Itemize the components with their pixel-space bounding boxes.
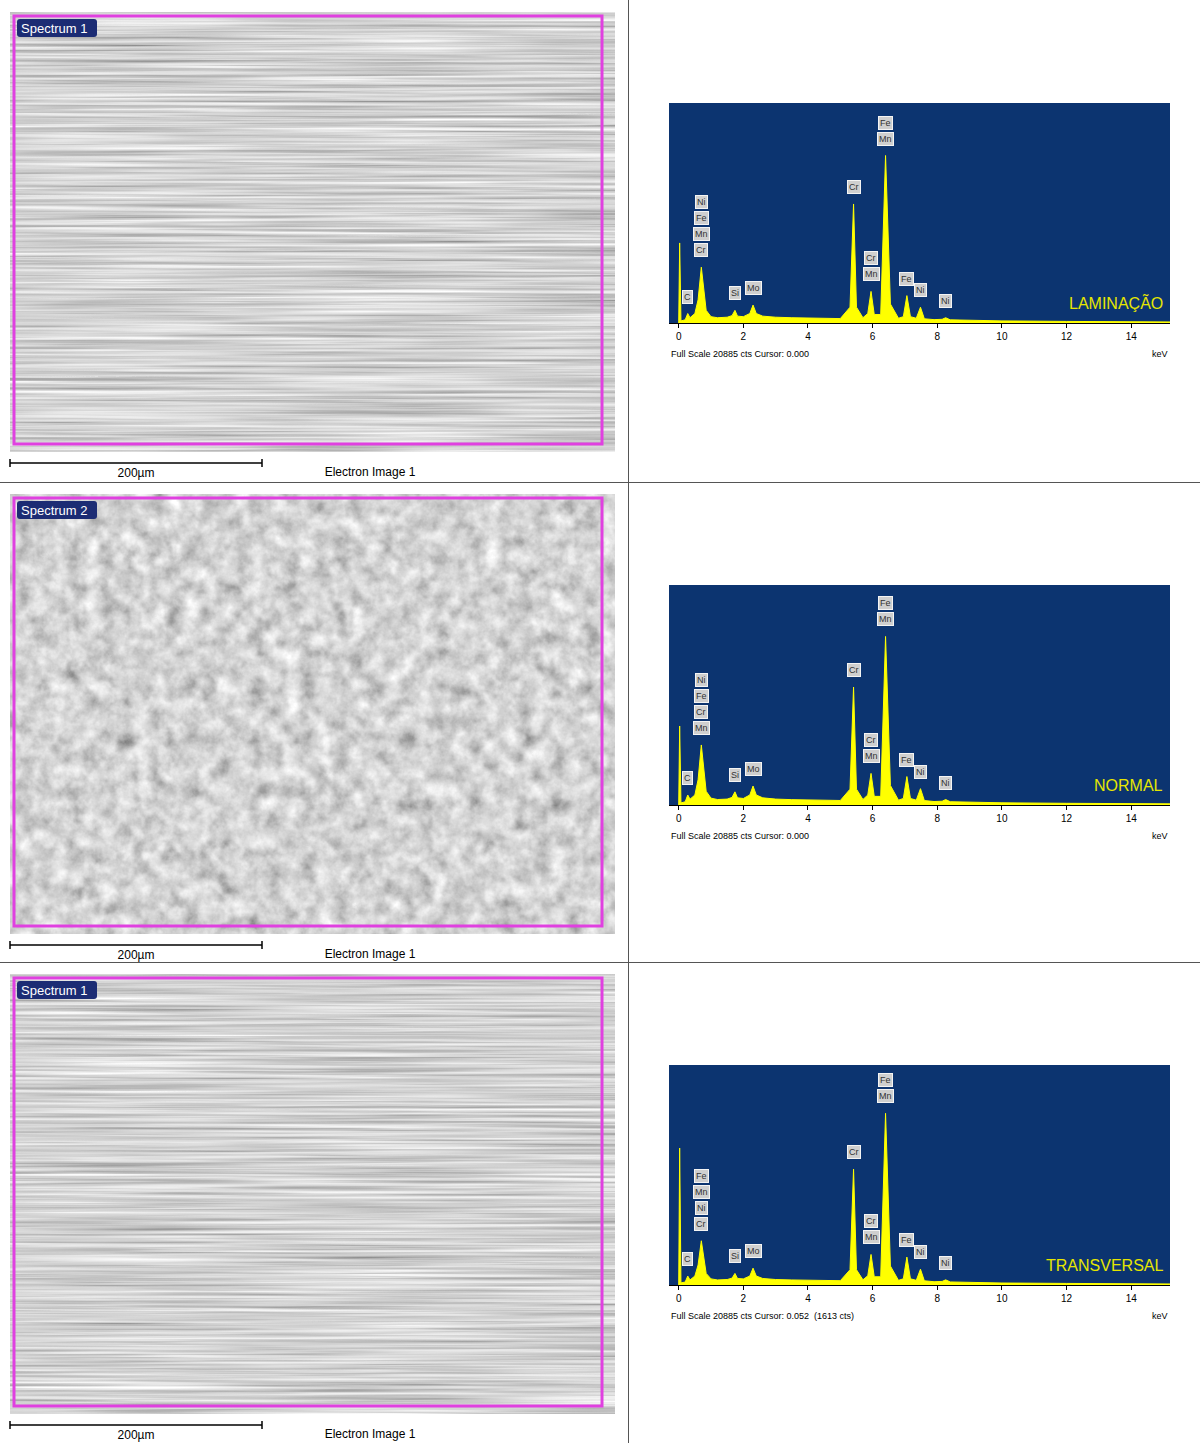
svg-text:6: 6 [870, 1293, 876, 1304]
svg-text:2: 2 [741, 331, 747, 342]
svg-text:Full Scale 20885 cts Cursor: 0: Full Scale 20885 cts Cursor: 0.000 [671, 831, 809, 841]
svg-text:keV: keV [1152, 831, 1168, 841]
svg-text:Cr: Cr [696, 707, 706, 717]
svg-text:0: 0 [676, 813, 682, 824]
svg-text:10: 10 [996, 331, 1008, 342]
svg-text:6: 6 [870, 331, 876, 342]
svg-text:keV: keV [1152, 1311, 1168, 1321]
svg-text:Si: Si [731, 1251, 739, 1261]
svg-text:Mn: Mn [879, 134, 892, 144]
svg-text:Fe: Fe [880, 118, 891, 128]
svg-text:Cr: Cr [866, 1216, 876, 1226]
svg-text:keV: keV [1152, 349, 1168, 359]
svg-text:Mn: Mn [695, 1187, 708, 1197]
svg-text:0: 0 [676, 331, 682, 342]
svg-text:14: 14 [1126, 813, 1138, 824]
svg-text:Ni: Ni [941, 778, 950, 788]
svg-text:Mo: Mo [747, 764, 760, 774]
svg-text:Mo: Mo [747, 1246, 760, 1256]
svg-text:Fe: Fe [901, 755, 912, 765]
svg-text:Cr: Cr [849, 182, 859, 192]
svg-text:Ni: Ni [916, 767, 925, 777]
svg-text:Cr: Cr [866, 735, 876, 745]
svg-text:Electron Image 1: Electron Image 1 [325, 947, 416, 961]
svg-text:200µm: 200µm [118, 1428, 155, 1442]
svg-text:Fe: Fe [696, 691, 707, 701]
svg-text:Full Scale 20885 cts Cursor: 0: Full Scale 20885 cts Cursor: 0.000 [671, 349, 809, 359]
svg-text:4: 4 [805, 331, 811, 342]
svg-text:8: 8 [934, 331, 940, 342]
svg-text:200µm: 200µm [118, 948, 155, 962]
svg-text:Ni: Ni [941, 1258, 950, 1268]
svg-text:8: 8 [934, 1293, 940, 1304]
svg-text:Cr: Cr [696, 1219, 706, 1229]
svg-text:2: 2 [741, 813, 747, 824]
svg-text:Spectrum 1: Spectrum 1 [21, 21, 87, 36]
svg-text:Cr: Cr [849, 1147, 859, 1157]
svg-text:Mn: Mn [865, 1232, 878, 1242]
svg-text:Fe: Fe [696, 213, 707, 223]
svg-text:Ni: Ni [941, 296, 950, 306]
svg-text:Electron Image 1: Electron Image 1 [325, 1427, 416, 1441]
svg-text:Si: Si [731, 770, 739, 780]
svg-text:10: 10 [996, 1293, 1008, 1304]
svg-text:Si: Si [731, 288, 739, 298]
svg-text:Mn: Mn [695, 229, 708, 239]
svg-text:Ni: Ni [697, 197, 706, 207]
svg-text:Mn: Mn [879, 614, 892, 624]
svg-text:Mn: Mn [865, 751, 878, 761]
svg-text:Full Scale 20885 cts Cursor: 0: Full Scale 20885 cts Cursor: 0.052 (1613… [671, 1311, 854, 1321]
svg-text:Mn: Mn [865, 269, 878, 279]
svg-text:Fe: Fe [901, 274, 912, 284]
svg-text:12: 12 [1061, 813, 1073, 824]
svg-text:Electron Image 1: Electron Image 1 [325, 465, 416, 479]
svg-text:Cr: Cr [849, 665, 859, 675]
svg-text:Cr: Cr [866, 253, 876, 263]
svg-text:NORMAL: NORMAL [1094, 777, 1163, 794]
svg-text:14: 14 [1126, 1293, 1138, 1304]
svg-text:Ni: Ni [697, 675, 706, 685]
svg-text:LAMINAÇÃO: LAMINAÇÃO [1069, 293, 1163, 312]
svg-text:Mn: Mn [879, 1091, 892, 1101]
svg-text:12: 12 [1061, 331, 1073, 342]
svg-text:12: 12 [1061, 1293, 1073, 1304]
svg-text:8: 8 [934, 813, 940, 824]
svg-text:Mn: Mn [695, 723, 708, 733]
svg-text:4: 4 [805, 1293, 811, 1304]
svg-text:Fe: Fe [880, 598, 891, 608]
svg-text:Cr: Cr [696, 245, 706, 255]
svg-text:Spectrum 1: Spectrum 1 [21, 983, 87, 998]
svg-text:Spectrum 2: Spectrum 2 [21, 503, 87, 518]
svg-text:Fe: Fe [901, 1235, 912, 1245]
svg-text:Fe: Fe [880, 1075, 891, 1085]
svg-text:C: C [684, 1254, 691, 1264]
svg-text:Ni: Ni [697, 1203, 706, 1213]
svg-text:TRANSVERSAL: TRANSVERSAL [1046, 1257, 1163, 1274]
svg-text:6: 6 [870, 813, 876, 824]
svg-text:Fe: Fe [696, 1171, 707, 1181]
svg-text:C: C [684, 773, 691, 783]
svg-text:4: 4 [805, 813, 811, 824]
svg-text:0: 0 [676, 1293, 682, 1304]
svg-text:Ni: Ni [916, 1247, 925, 1257]
svg-text:2: 2 [741, 1293, 747, 1304]
svg-text:Ni: Ni [916, 285, 925, 295]
svg-text:200µm: 200µm [118, 466, 155, 480]
svg-text:14: 14 [1126, 331, 1138, 342]
svg-text:10: 10 [996, 813, 1008, 824]
svg-text:C: C [684, 292, 691, 302]
svg-text:Mo: Mo [747, 283, 760, 293]
